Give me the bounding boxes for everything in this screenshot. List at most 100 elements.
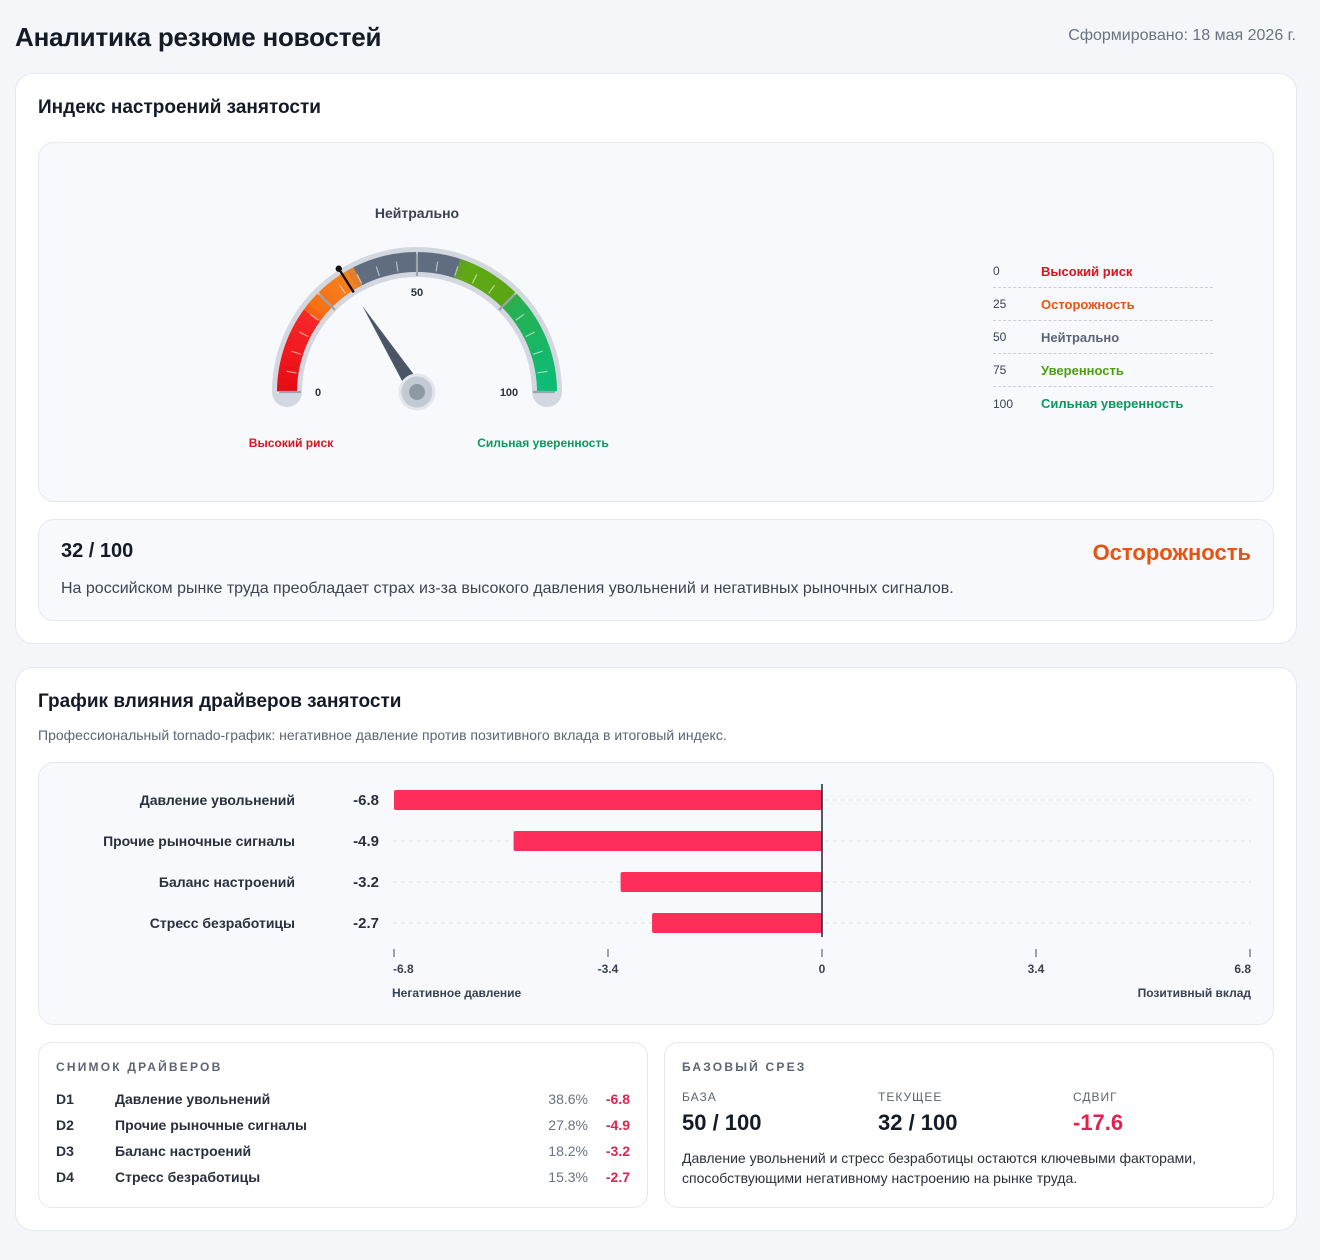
snapshot-pct: 38.6% — [548, 1091, 588, 1107]
bar — [620, 872, 822, 892]
snapshot-value: -4.9 — [605, 1117, 630, 1133]
baseline-base-value: 50 / 100 — [682, 1110, 762, 1135]
legend-row: 0 Высокий риск — [993, 255, 1213, 288]
baseline-current: ТЕКУЩЕЕ 32 / 100 — [878, 1090, 958, 1136]
gauge-left-label: Высокий риск — [249, 436, 334, 450]
gauge-arc-segment — [482, 274, 500, 296]
page-title: Аналитика резюме новостей — [15, 22, 382, 52]
snapshot-value: -6.8 — [605, 1091, 630, 1107]
legend-value: 50 — [993, 330, 1007, 344]
legend-row: 25 Осторожность — [993, 288, 1213, 321]
gauge-arc-segment — [280, 355, 302, 368]
gauge-arc-segment — [429, 252, 440, 274]
x-axis-label-left: Негативное давление — [392, 986, 522, 1000]
gauge-arc-segment — [487, 278, 506, 299]
baseline-base: БАЗА 50 / 100 — [682, 1090, 762, 1136]
baseline-card: БАЗОВЫЙ СРЕЗ БАЗА 50 / 100 ТЕКУЩЕЕ 32 / … — [664, 1042, 1274, 1208]
gauge-value-marker-dot — [335, 265, 342, 272]
gauge-top-label: Нейтрально — [375, 205, 459, 221]
gauge-arc-segment — [514, 309, 535, 327]
snapshot-value: -3.2 — [605, 1143, 630, 1159]
gauge-tick-max: 100 — [500, 387, 518, 399]
snapshot-heading: СНИМОК ДРАЙВЕРОВ — [56, 1060, 223, 1074]
generated-date: Сформировано: 18 мая 2026 г. — [1068, 27, 1296, 44]
gauge-tick — [375, 266, 380, 277]
gauge-arc-segment — [277, 377, 298, 386]
score-panel: 32 / 100 Осторожность На российском рынк… — [38, 519, 1274, 621]
gauge-tick — [454, 266, 459, 277]
gauge-arc-segment — [328, 278, 347, 299]
gauge-arc-segment — [289, 328, 311, 344]
snapshot-value: -2.7 — [605, 1169, 630, 1185]
drivers-snapshot: СНИМОК ДРАЙВЕРОВ D1 Давление увольнений … — [38, 1042, 648, 1208]
gauge-arc-segment — [517, 315, 539, 333]
legend-value: 75 — [993, 363, 1007, 377]
gauge-arc-segment — [454, 258, 468, 281]
gauge-tick — [395, 261, 399, 272]
snapshot-name: Стресс безработицы — [115, 1169, 261, 1185]
score-status: Осторожность — [1092, 540, 1251, 565]
bar — [652, 913, 822, 933]
legend-label: Сильная уверенность — [1041, 396, 1184, 411]
category-label: Стресс безработицы — [150, 915, 295, 931]
snapshot-id: D4 — [56, 1169, 74, 1185]
drivers-title: График влияния драйверов занятости — [38, 691, 402, 712]
gauge-legend: 0 Высокий риск 25 Осторожность 50 Нейтральн… — [993, 255, 1213, 420]
gauge-tick — [435, 261, 439, 272]
legend-label: Высокий риск — [1041, 263, 1133, 279]
legend-value: 100 — [993, 396, 1014, 411]
gauge-tick-min: 0 — [315, 387, 321, 399]
snapshot-id: D3 — [56, 1143, 74, 1159]
gauge-arc-segment — [441, 255, 454, 277]
gauge-arc-segment — [334, 274, 352, 295]
gauge-arc-segment — [387, 253, 399, 275]
gauge-tick — [515, 313, 525, 321]
snapshot-name: Давление увольнений — [115, 1091, 271, 1107]
gauge-tick — [471, 274, 478, 284]
gauge-arc-segment — [323, 283, 342, 303]
gauge-arc-segment — [535, 370, 557, 380]
gauge-panel: Нейтрально 0 50 100 Высокий риск Сильная… — [38, 142, 1274, 502]
gauge-tick-mid: 50 — [411, 287, 423, 299]
gauge-track — [272, 247, 562, 407]
gauge-tick — [299, 331, 309, 338]
value-label: -3.2 — [353, 874, 379, 891]
gauge-arc-segment — [373, 256, 387, 278]
snapshot-row: D3 Баланс настроений 18.2% -3.2 — [56, 1143, 630, 1165]
gauge-arc-segment — [395, 252, 405, 274]
gauge-tick — [291, 350, 302, 355]
x-tick-label: 0 — [819, 962, 826, 976]
drivers-subtitle: Профессиональный tornado-график: негатив… — [38, 727, 727, 743]
gauge-tick — [309, 313, 319, 321]
baseline-shift-label: СДВИГ — [1073, 1090, 1118, 1104]
gauge-arc-segment — [286, 334, 308, 350]
baseline-base-label: БАЗА — [682, 1090, 717, 1104]
gauge-right-label: Сильная уверенность — [477, 436, 608, 450]
snapshot-pct: 27.8% — [548, 1117, 588, 1133]
gauge-tick — [537, 370, 548, 374]
legend-label: Осторожность — [1041, 296, 1135, 312]
gauge-value-marker — [337, 268, 355, 294]
gauge-arc-segment — [402, 252, 412, 273]
score-value: 32 / 100 — [61, 540, 134, 562]
gauge-arc-segment — [281, 348, 303, 362]
baseline-current-value: 32 / 100 — [878, 1110, 958, 1135]
gauge-arc-segment — [423, 252, 432, 273]
gauge-arc-segment — [353, 263, 369, 286]
gauge-tick — [286, 370, 297, 374]
gauge-arc-segment — [380, 255, 393, 277]
gauge-arc-segment — [532, 355, 554, 368]
gauge-arc-segment — [308, 298, 329, 317]
gauge-arc-segment — [534, 362, 556, 374]
gauge-arc-segment — [295, 315, 317, 333]
x-tick-label: -6.8 — [393, 962, 414, 976]
legend-row: 50 Нейтрально — [993, 321, 1213, 354]
tornado-panel: Давление увольнений -6.8 Прочие рыночные с… — [38, 762, 1274, 1025]
gauge-arc-segment — [278, 362, 300, 374]
gauge-arc-segment — [536, 377, 557, 387]
gauge-tick — [488, 284, 496, 294]
gauge-tick — [525, 331, 535, 338]
baseline-shift: СДВИГ -17.6 — [1073, 1090, 1123, 1136]
snapshot-id: D1 — [56, 1091, 74, 1107]
baseline-shift-value: -17.6 — [1073, 1110, 1124, 1135]
